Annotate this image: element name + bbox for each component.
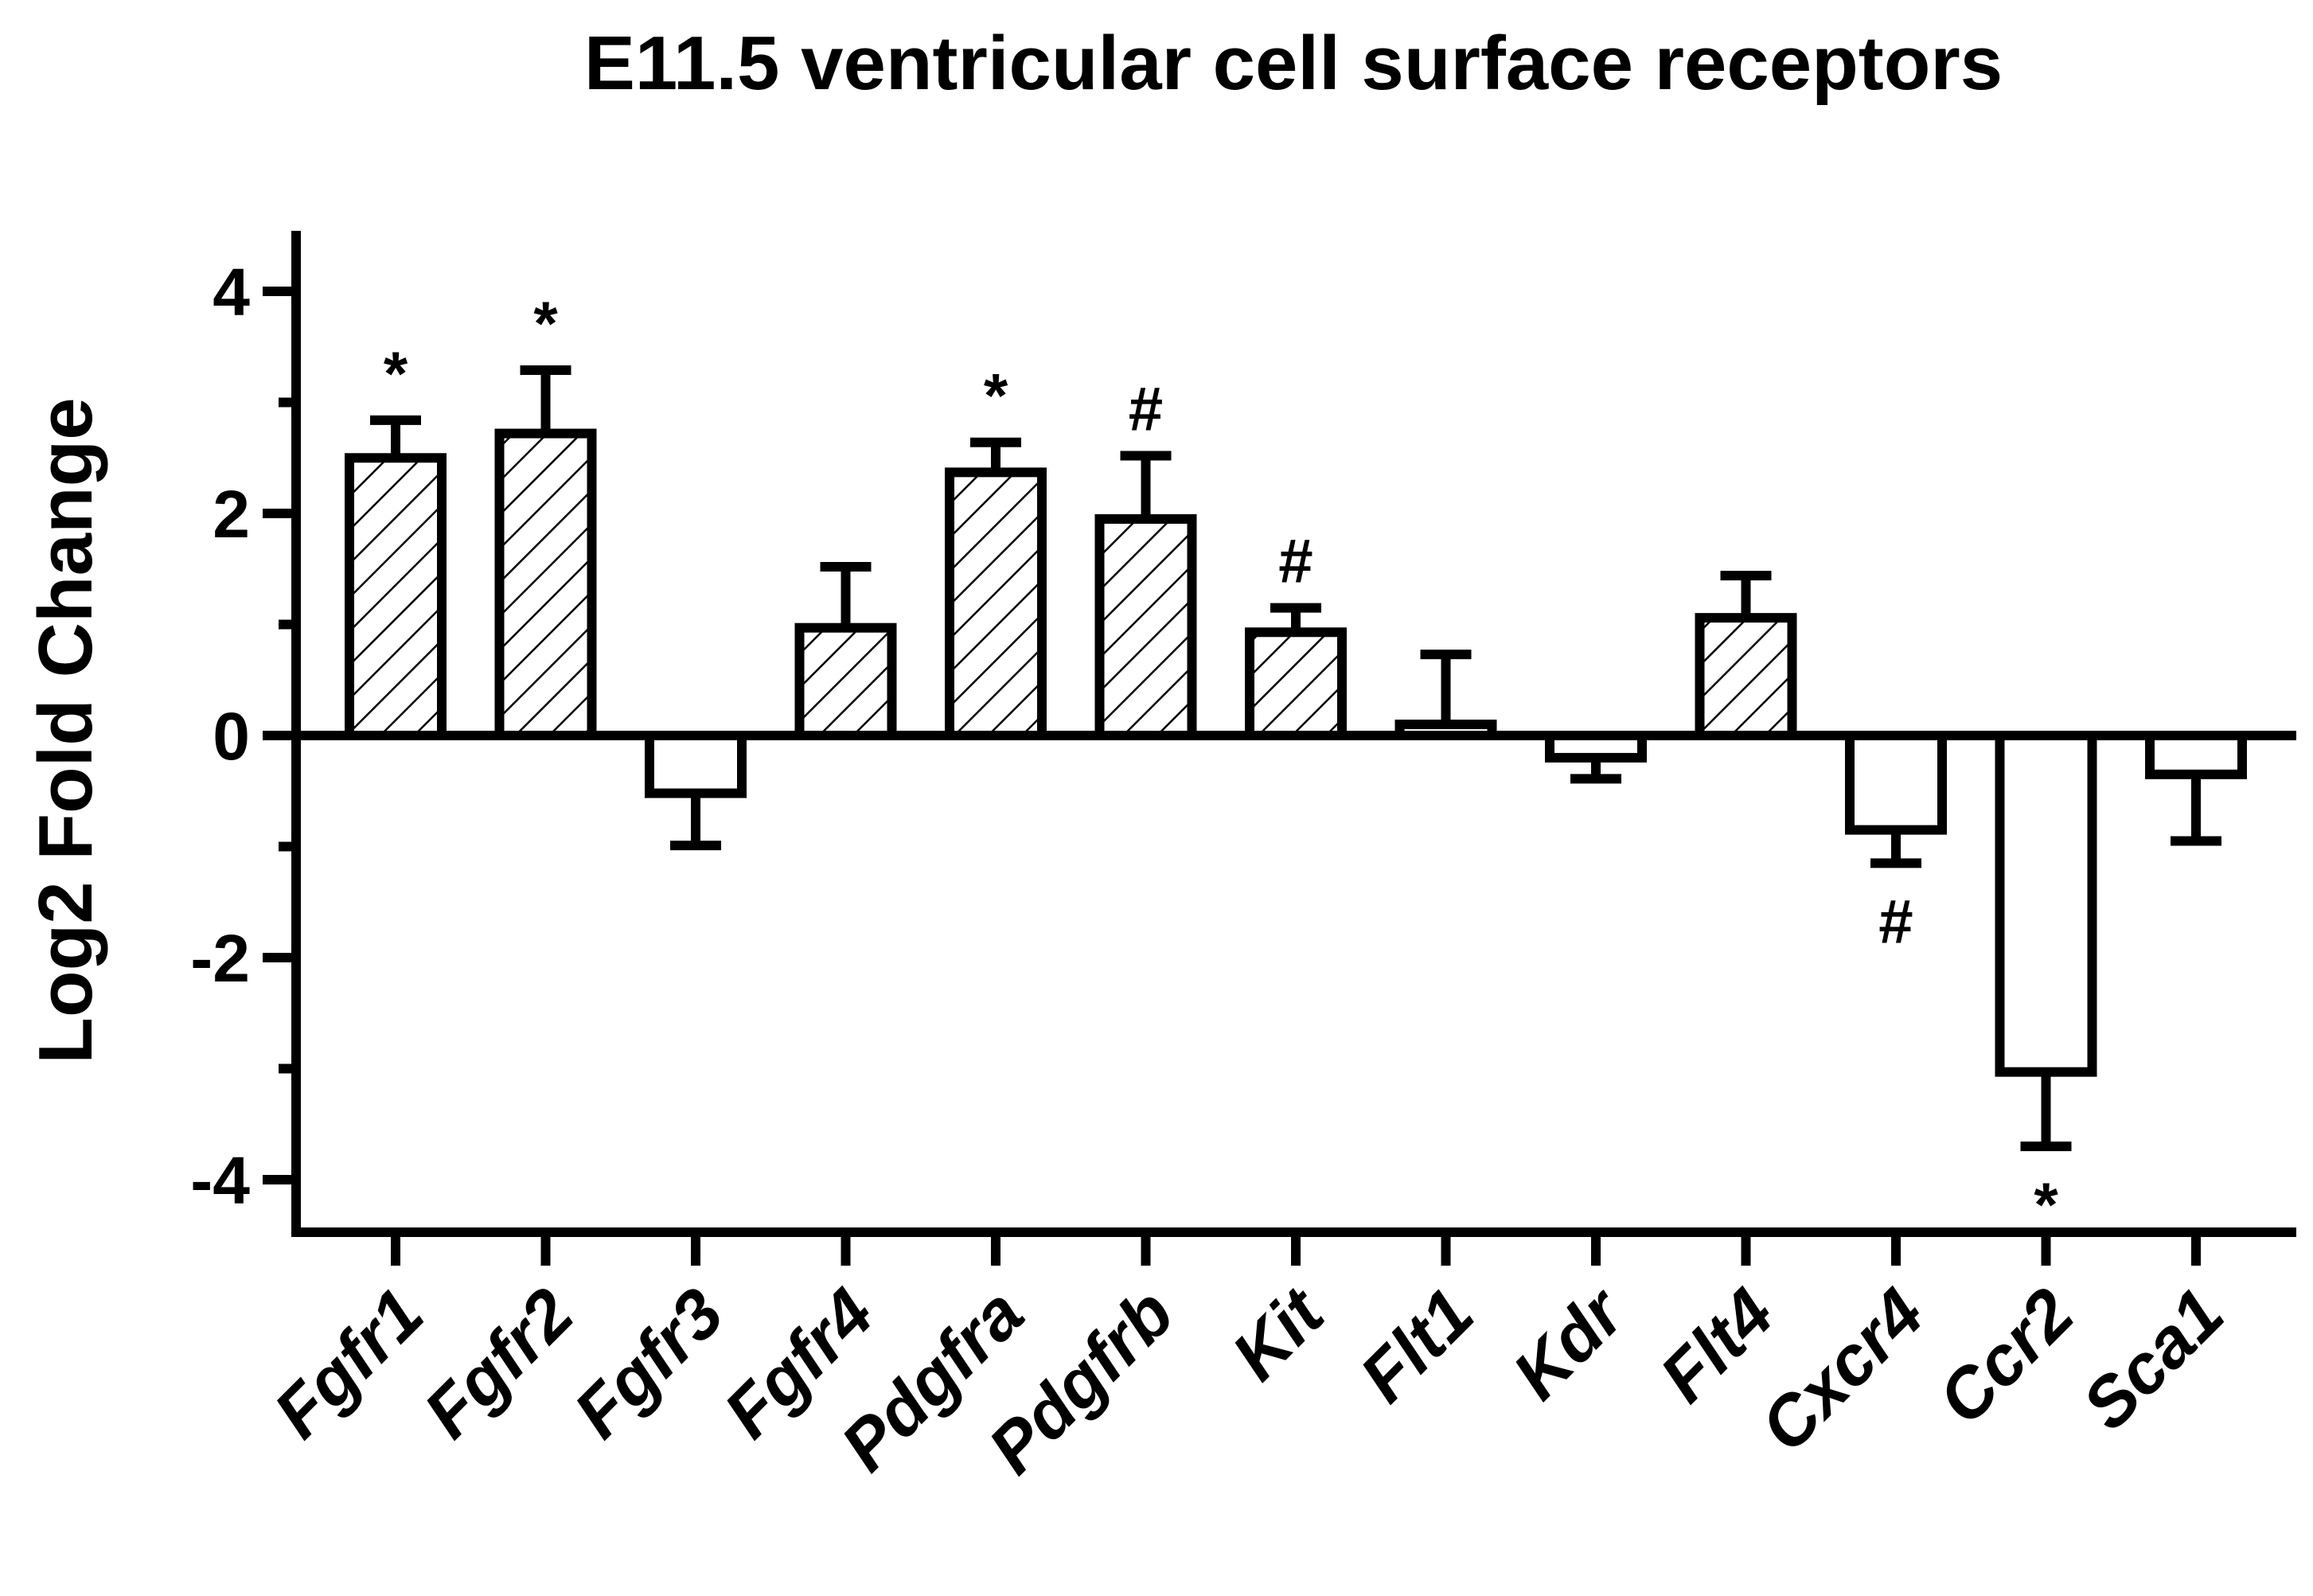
bar-group-pdgfra: [945, 437, 1047, 740]
y-tick-label-0: 4: [213, 255, 250, 330]
bar-group-fgfr4: [794, 561, 897, 740]
bar-sca1: [2145, 731, 2247, 779]
bar-group-ccr2: [1995, 731, 2097, 1152]
bar-fgfr2: [494, 428, 597, 740]
bar-fgfr1: [345, 453, 447, 740]
significance-marker-pdgfrb: #: [1129, 373, 1163, 443]
bar-group-pdgfrb: [1094, 451, 1197, 740]
bar-cxcr4: [1845, 731, 1947, 835]
x-tick-label-kdr: Kdr: [1497, 1270, 1641, 1415]
bar-group-fgfr3: [645, 731, 747, 851]
bar-group-sca1: [2145, 731, 2247, 846]
significance-marker-fgfr2: *: [533, 288, 558, 358]
bar-group-fgfr2: [494, 365, 597, 740]
bar-ccr2: [1995, 731, 2097, 1077]
bar-group-kit: [1245, 603, 1347, 741]
bar-group-kdr: [1545, 731, 1647, 784]
significance-marker-ccr2: *: [2034, 1169, 2058, 1239]
bar-kit: [1245, 627, 1347, 741]
y-tick-label-4: -4: [190, 1143, 250, 1218]
x-tick-label-fgfr2: Fgfr2: [408, 1273, 588, 1453]
bar-group-flt4: [1695, 571, 1797, 740]
bar-group-flt1: [1394, 650, 1497, 740]
bar-pdgfra: [945, 467, 1047, 740]
bar-flt4: [1695, 613, 1797, 740]
y-tick-label-3: -2: [190, 921, 250, 996]
x-tick-label-fgfr1: Fgfr1: [259, 1273, 439, 1453]
y-tick-label-1: 2: [213, 477, 250, 552]
bar-group-fgfr1: [345, 415, 447, 740]
chart-title: E11.5 ventricular cell surface receptors: [584, 21, 2003, 106]
x-tick-label-cxcr4: Cxcr4: [1745, 1273, 1938, 1466]
bar-fgfr4: [794, 622, 897, 740]
x-tick-label-ccr2: Ccr2: [1923, 1273, 2089, 1438]
x-tick-label-kit: Kit: [1216, 1271, 1340, 1395]
axes: [263, 231, 2296, 1266]
significance-marker-cxcr4: #: [1878, 886, 1913, 956]
significance-marker-kit: #: [1278, 526, 1313, 596]
x-tick-label-flt1: Flt1: [1344, 1273, 1488, 1417]
bars: [345, 365, 2247, 1152]
y-tick-label-2: 0: [213, 699, 250, 774]
bar-pdgfrb: [1094, 513, 1197, 740]
x-tick-label-fgfr3: Fgfr3: [559, 1273, 739, 1453]
significance-marker-fgfr1: *: [384, 338, 408, 408]
bar-group-cxcr4: [1845, 731, 1947, 868]
bar-fgfr3: [645, 731, 747, 798]
y-axis-label: Log2 Fold Change: [23, 397, 108, 1063]
x-tick-label-sca1: Sca1: [2067, 1273, 2238, 1444]
significance-marker-pdgfra: *: [984, 361, 1008, 431]
